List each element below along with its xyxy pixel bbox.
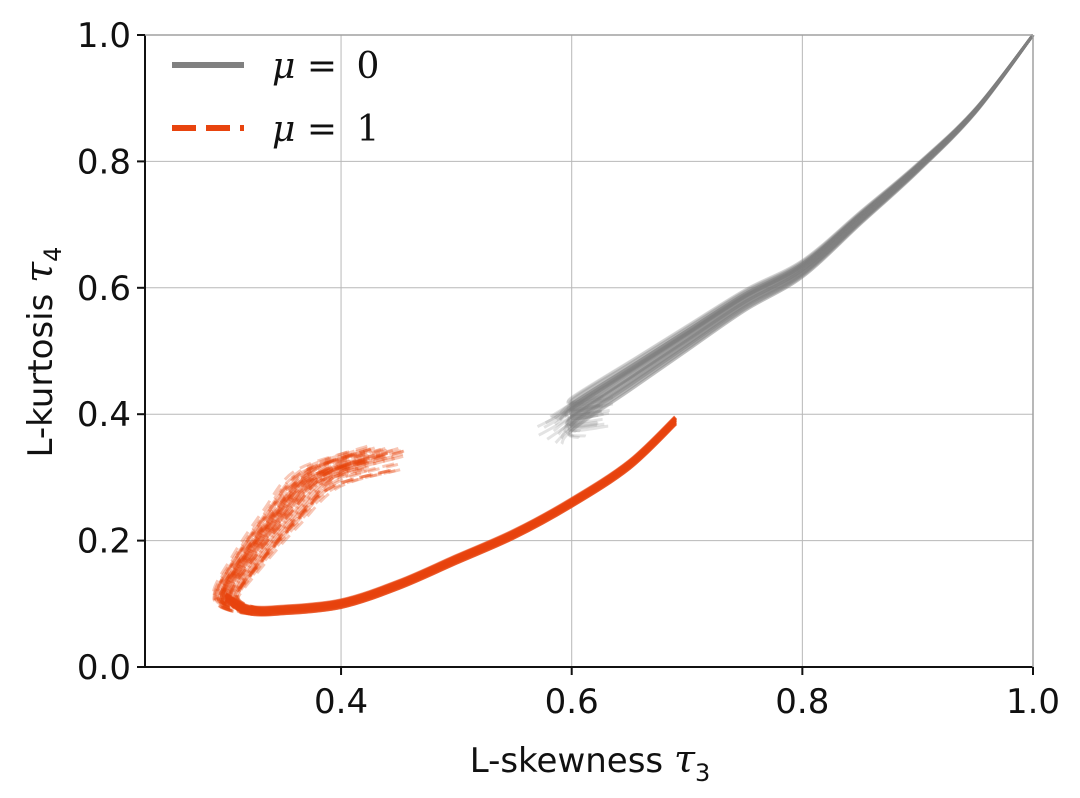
y-tick-label: 0.0 — [77, 648, 131, 688]
curve-mu0 — [561, 34, 1035, 417]
curve-mu0 — [570, 34, 1035, 412]
series-mu1 — [211, 415, 677, 617]
curve-mu0 — [569, 34, 1035, 428]
curve-mu0 — [554, 34, 1035, 445]
curve-mu0 — [569, 34, 1035, 416]
y-tick-label: 0.6 — [77, 269, 131, 309]
curve-mu0 — [566, 34, 1035, 438]
curve-mu0 — [553, 34, 1035, 426]
curve-mu0 — [569, 34, 1035, 429]
series-mu0 — [536, 34, 1035, 445]
curve-mu0 — [569, 34, 1035, 411]
curve-mu0 — [544, 34, 1035, 425]
legend-label-mu0: μ = 0 — [272, 46, 379, 87]
y-tick-label: 0.4 — [77, 395, 131, 435]
x-tick-label: 1.0 — [1006, 682, 1060, 722]
curve-mu0 — [549, 34, 1035, 419]
curve-mu0 — [557, 34, 1035, 436]
ticks: 0.4 0.6 0.8 1.0 0.0 0.2 0.4 0.6 0.8 1.0 — [77, 16, 1060, 722]
curve-mu0 — [552, 34, 1035, 433]
curve-mu0 — [570, 34, 1035, 413]
curve-mu0 — [564, 34, 1035, 418]
curve-mu1 — [219, 417, 677, 612]
y-tick-label: 0.2 — [77, 522, 131, 562]
curve-mu1 — [222, 418, 677, 614]
curve-mu0 — [543, 34, 1035, 429]
curve-mu0 — [570, 34, 1035, 421]
curve-mu0 — [546, 34, 1035, 441]
legend-label-mu1: μ = 1 — [272, 109, 379, 150]
curve-mu1-band — [224, 420, 677, 615]
curve-mu0 — [565, 34, 1035, 428]
curve-mu0 — [536, 34, 1035, 429]
curve-mu0 — [569, 34, 1035, 406]
curve-mu0 — [570, 34, 1035, 425]
curve-mu0 — [570, 34, 1035, 430]
y-tick-label: 1.0 — [77, 16, 131, 56]
curve-mu0 — [568, 34, 1035, 409]
curve-mu0 — [565, 34, 1035, 428]
legend: μ = 0 μ = 1 — [172, 46, 379, 150]
y-axis-label: L-kurtosis τ4 — [17, 247, 67, 458]
curve-mu0 — [568, 34, 1035, 414]
curve-mu0 — [564, 34, 1035, 429]
curve-mu0 — [569, 34, 1035, 411]
curve-mu0 — [568, 34, 1035, 417]
curve-mu0 — [560, 34, 1035, 445]
curve-mu0 — [564, 34, 1035, 419]
curve-mu0 — [570, 34, 1035, 418]
curve-mu0 — [566, 34, 1035, 427]
curve-mu0 — [560, 34, 1035, 440]
curve-mu0 — [566, 34, 1035, 412]
curve-mu0 — [555, 34, 1035, 421]
curve-mu0 — [567, 34, 1035, 433]
axes — [144, 34, 1034, 668]
curve-mu0 — [566, 34, 1035, 404]
curve-mu0 — [538, 34, 1035, 437]
plot-curves — [211, 34, 1035, 617]
y-tick-label: 0.8 — [77, 142, 131, 182]
curve-mu0 — [567, 34, 1035, 440]
x-tick-label: 0.8 — [775, 682, 829, 722]
curve-mu0 — [569, 34, 1035, 420]
curve-mu1 — [231, 418, 677, 613]
curve-mu0 — [558, 34, 1035, 422]
curve-mu0 — [569, 34, 1035, 427]
curve-mu0 — [563, 34, 1035, 417]
curve-mu0 — [570, 34, 1035, 408]
curve-mu0 — [568, 34, 1035, 406]
curve-mu0 — [550, 34, 1035, 419]
x-axis-label: L-skewness τ3 — [470, 737, 711, 787]
curve-mu0 — [559, 34, 1035, 415]
curve-mu1-band — [224, 416, 677, 612]
curve-mu1 — [226, 419, 677, 613]
curve-mu0 — [553, 34, 1035, 420]
curve-mu0 — [569, 34, 1035, 417]
x-tick-label: 0.4 — [314, 682, 368, 722]
curve-mu0 — [570, 34, 1035, 421]
x-tick-label: 0.6 — [545, 682, 599, 722]
curve-mu0 — [567, 34, 1035, 434]
curve-mu0 — [566, 34, 1035, 406]
curve-mu1 — [229, 418, 677, 612]
curve-mu0 — [559, 34, 1035, 421]
curve-mu0 — [569, 34, 1035, 417]
curve-mu0 — [570, 34, 1035, 404]
curve-mu0 — [563, 34, 1035, 434]
curve-mu0 — [568, 34, 1035, 438]
curve-mu0 — [570, 34, 1035, 433]
curve-mu0 — [567, 34, 1035, 425]
